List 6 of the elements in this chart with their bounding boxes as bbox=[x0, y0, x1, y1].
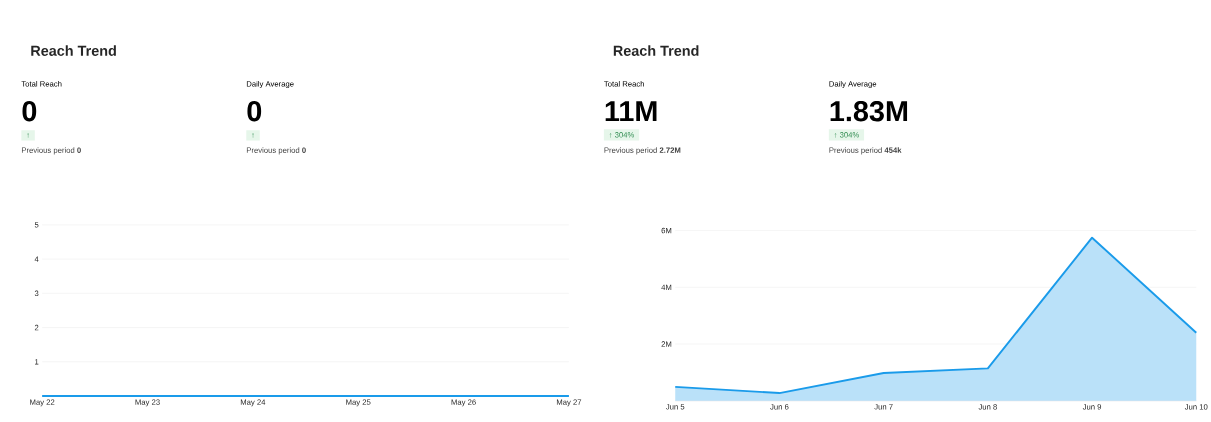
text: 0 bbox=[22, 100, 37, 122]
text: 11M bbox=[605, 101, 657, 122]
chart-title: Reach Trend bbox=[31, 45, 116, 56]
chart-title: Reach Trend bbox=[613, 45, 699, 56]
text: 1.83M bbox=[830, 100, 908, 122]
text: 0 bbox=[247, 100, 262, 122]
